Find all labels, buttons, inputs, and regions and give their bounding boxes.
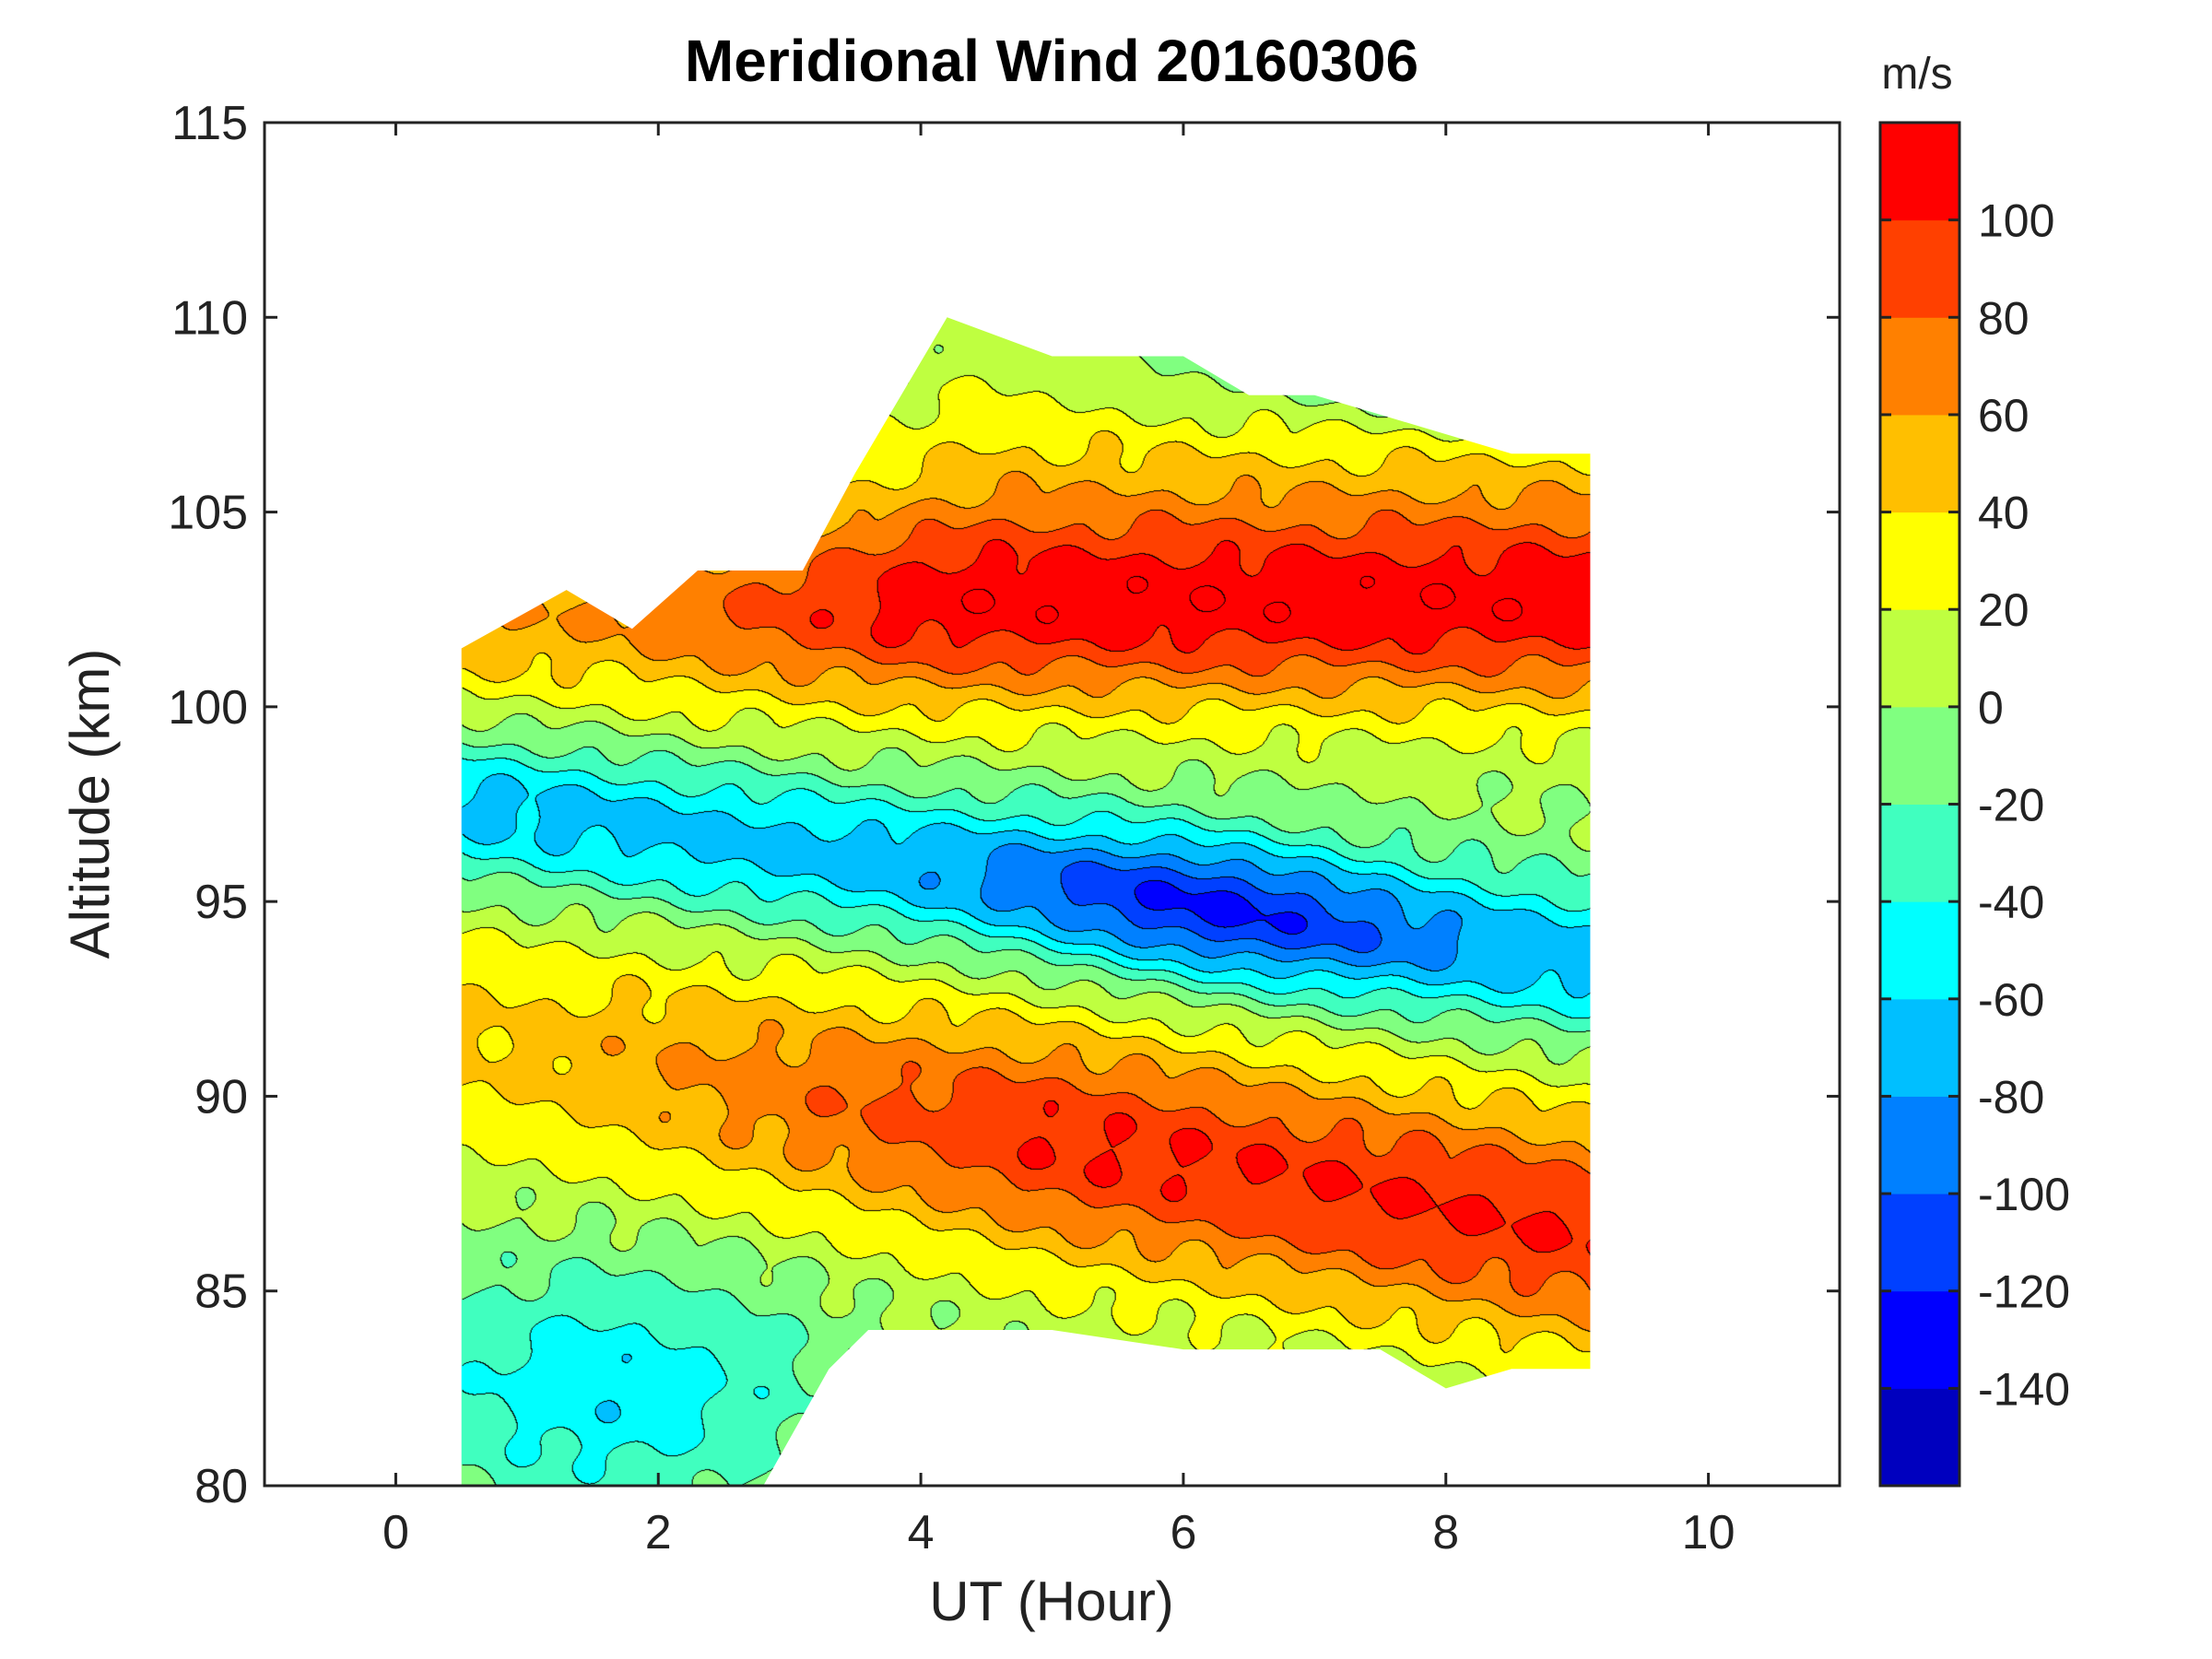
colorbar-tick-label: -100 xyxy=(1978,1169,2070,1220)
x-tick-label: 10 xyxy=(1682,1506,1735,1559)
plot-frame xyxy=(263,121,1841,1488)
x-axis-label: UT (Hour) xyxy=(929,1571,1174,1632)
colorbar-band xyxy=(1880,414,1959,513)
x-tick-label: 6 xyxy=(1170,1506,1196,1559)
colorbar-band xyxy=(1880,609,1959,708)
colorbar-band xyxy=(1880,512,1959,610)
colorbar-tick-label: -80 xyxy=(1978,1071,2044,1123)
colorbar: -140 -120 -100 -80 -60 -40 -20 0 20 40 60 80 100 xyxy=(1878,121,2070,1488)
colorbar-band xyxy=(1880,1194,1959,1292)
y-tick-label: 100 xyxy=(168,681,248,735)
x-tick-label: 2 xyxy=(645,1506,672,1559)
y-tick-label: 115 xyxy=(171,97,248,150)
colorbar-band xyxy=(1880,123,1959,221)
y-axis-label: Altitude (km) xyxy=(59,649,121,959)
chart-title: Meridional Wind 20160306 xyxy=(685,28,1418,94)
x-tick-label: 0 xyxy=(382,1506,409,1559)
x-axis: 0 2 4 6 8 10 xyxy=(382,123,1735,1559)
colorbar-tick-label: 40 xyxy=(1978,488,2030,539)
colorbar-unit-label: m/s xyxy=(1881,50,1952,99)
colorbar-tick-label: 60 xyxy=(1978,390,2030,441)
y-tick-label: 105 xyxy=(168,487,248,540)
y-tick-label: 110 xyxy=(171,291,248,345)
colorbar-band xyxy=(1880,219,1959,318)
y-tick-label: 80 xyxy=(194,1460,248,1513)
colorbar-band xyxy=(1880,317,1959,416)
colorbar-band xyxy=(1880,1290,1959,1389)
colorbar-tick-label: 20 xyxy=(1978,584,2030,636)
colorbar-tick-label: -120 xyxy=(1978,1266,2070,1318)
colorbar-tick-label: -40 xyxy=(1978,877,2044,928)
y-tick-label: 85 xyxy=(194,1265,248,1319)
colorbar-tick-label: 0 xyxy=(1978,682,2004,734)
colorbar-tick-label: -20 xyxy=(1978,780,2044,831)
colorbar-tick-label: -140 xyxy=(1978,1363,2070,1415)
x-tick-label: 4 xyxy=(908,1506,935,1559)
colorbar-band xyxy=(1880,1096,1959,1194)
colorbar-band xyxy=(1880,706,1959,805)
colorbar-band xyxy=(1880,901,1959,1000)
colorbar-tick-label: -60 xyxy=(1978,974,2044,1026)
colorbar-band xyxy=(1880,804,1959,902)
y-axis: 80 85 90 95 100 105 110 115 xyxy=(168,97,1840,1513)
y-tick-label: 90 xyxy=(194,1070,248,1124)
colorbar-tick-label: 80 xyxy=(1978,292,2030,344)
colorbar-band xyxy=(1880,1388,1959,1487)
colorbar-band xyxy=(1880,998,1959,1097)
y-tick-label: 95 xyxy=(194,876,248,929)
colorbar-tick-label: 100 xyxy=(1978,195,2054,247)
x-tick-label: 8 xyxy=(1432,1506,1459,1559)
